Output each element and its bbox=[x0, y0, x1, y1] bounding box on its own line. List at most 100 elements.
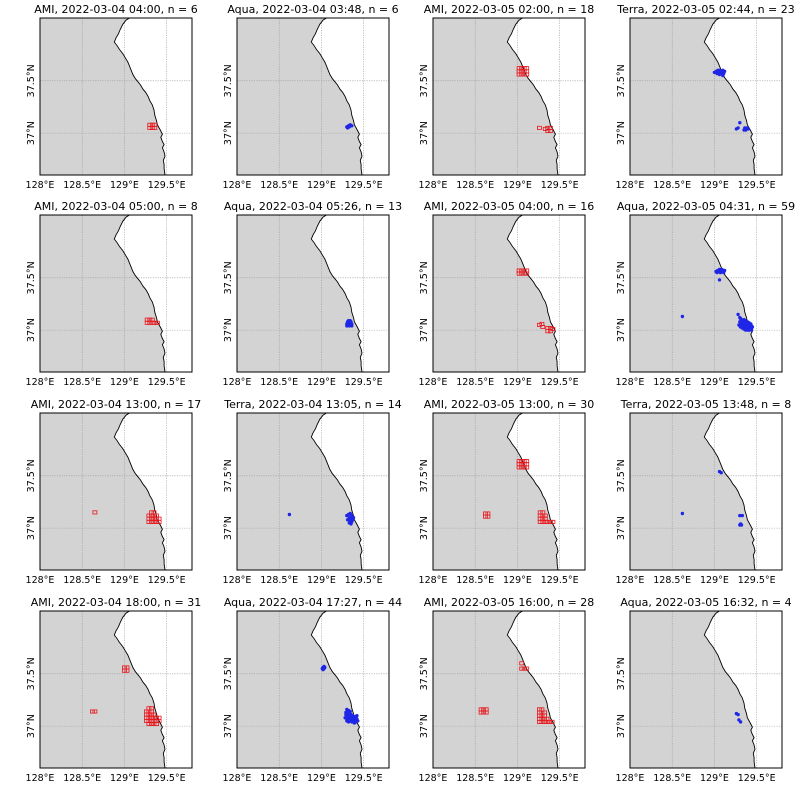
ami-fire-pixel bbox=[92, 510, 98, 515]
y-tick-label: 37.5°N bbox=[616, 459, 627, 492]
coastline bbox=[703, 413, 756, 570]
map-panel: Aqua, 2022-03-04 17:27, n = 44 128°E 128.5… bbox=[223, 596, 403, 784]
ami-fire-pixel bbox=[154, 519, 159, 524]
y-tick-label: 37.5°N bbox=[616, 64, 627, 97]
y-tick-label: 37°N bbox=[26, 516, 37, 540]
y-tick-label: 37°N bbox=[223, 516, 234, 540]
ami-fire-pixel bbox=[540, 324, 546, 329]
ami-fire-pixel bbox=[149, 706, 154, 711]
ami-fire-pixel bbox=[548, 519, 553, 524]
ami-fire-pixel bbox=[548, 329, 553, 334]
panel-frame bbox=[432, 214, 586, 373]
ami-fire-pixel bbox=[519, 72, 525, 77]
ami-fire-pixel bbox=[537, 322, 542, 327]
x-tick-label: 129.5°E bbox=[738, 773, 776, 784]
panel-frame bbox=[432, 412, 586, 571]
panel-frame bbox=[629, 214, 783, 373]
ami-fire-pixel bbox=[154, 320, 160, 325]
modis-fire-point bbox=[351, 518, 355, 522]
modis-fire-point bbox=[322, 666, 326, 671]
ami-fire-pixel bbox=[521, 666, 527, 671]
ami-fire-pixel bbox=[537, 125, 542, 130]
x-tick-label: 129°E bbox=[503, 575, 532, 586]
x-tick-label: 129.5°E bbox=[148, 773, 186, 784]
ami-fire-pixel bbox=[516, 72, 522, 77]
panel-frame bbox=[236, 412, 390, 571]
map-panel: Terra, 2022-03-05 13:48, n = 8 128°E 128.5… bbox=[616, 398, 792, 586]
ami-fire-pixel bbox=[524, 72, 530, 77]
ami-fire-pixel bbox=[516, 465, 522, 470]
x-tick-label: 128°E bbox=[223, 377, 252, 388]
modis-fire-point bbox=[738, 720, 743, 724]
land-area bbox=[40, 413, 165, 570]
map-panel: Aqua, 2022-03-04 05:26, n = 13 128°E 128.5… bbox=[223, 200, 403, 388]
ami-fire-pixel bbox=[149, 125, 155, 130]
modis-fire-point bbox=[749, 328, 754, 332]
ami-fire-pixel bbox=[147, 125, 153, 130]
x-tick-label: 128°E bbox=[419, 180, 448, 191]
x-tick-label: 128°E bbox=[223, 773, 252, 784]
x-tick-label: 128.5°E bbox=[456, 773, 494, 784]
modis-fire-point bbox=[738, 513, 742, 518]
y-tick-label: 37.5°N bbox=[26, 64, 37, 97]
x-tick-label: 128.5°E bbox=[260, 180, 298, 191]
ami-fire-pixel bbox=[146, 519, 152, 524]
panel-frame bbox=[432, 17, 586, 176]
ami-fire-pixel bbox=[151, 519, 157, 524]
x-tick-label: 128.5°E bbox=[653, 180, 691, 191]
ami-fire-pixel bbox=[544, 719, 550, 724]
land-area bbox=[433, 413, 558, 570]
y-tick-label: 37°N bbox=[419, 516, 430, 540]
x-tick-label: 129.5°E bbox=[148, 377, 186, 388]
x-tick-label: 128°E bbox=[616, 180, 645, 191]
x-tick-label: 129°E bbox=[700, 773, 729, 784]
y-tick-label: 37.5°N bbox=[223, 657, 234, 690]
map-panel: AMI, 2022-03-05 04:00, n = 16 128°E 128.5°… bbox=[419, 200, 595, 388]
x-tick-label: 128.5°E bbox=[63, 575, 101, 586]
y-tick-label: 37.5°N bbox=[26, 459, 37, 492]
x-tick-label: 128°E bbox=[26, 773, 55, 784]
y-tick-label: 37.5°N bbox=[419, 64, 430, 97]
panel-title: AMI, 2022-03-05 13:00, n = 30 bbox=[424, 398, 595, 411]
panel-title: AMI, 2022-03-05 04:00, n = 16 bbox=[424, 200, 595, 213]
modis-fire-point bbox=[749, 322, 753, 326]
ami-fire-pixel bbox=[550, 327, 556, 332]
panel-frame bbox=[629, 610, 783, 769]
x-tick-label: 128.5°E bbox=[63, 377, 101, 388]
x-tick-label: 128.5°E bbox=[63, 773, 101, 784]
x-tick-label: 129°E bbox=[307, 575, 336, 586]
ami-fire-pixel bbox=[547, 719, 552, 724]
modis-fire-point bbox=[350, 324, 354, 328]
modis-fire-point bbox=[746, 127, 750, 131]
map-panel: Aqua, 2022-03-05 16:32, n = 4 128°E 128.5°… bbox=[616, 596, 792, 784]
panel-title: AMI, 2022-03-04 18:00, n = 31 bbox=[31, 596, 202, 609]
map-panel: Aqua, 2022-03-05 04:31, n = 59 128°E 128.5… bbox=[616, 200, 796, 388]
x-tick-label: 129.5°E bbox=[541, 575, 579, 586]
y-tick-label: 37°N bbox=[419, 121, 430, 145]
y-tick-label: 37.5°N bbox=[419, 657, 430, 690]
x-tick-label: 129.5°E bbox=[541, 773, 579, 784]
ami-fire-pixel bbox=[151, 722, 157, 727]
panel-title: Aqua, 2022-03-05 04:31, n = 59 bbox=[617, 200, 795, 213]
x-tick-label: 128°E bbox=[616, 377, 645, 388]
x-tick-label: 128.5°E bbox=[456, 180, 494, 191]
ami-fire-pixel bbox=[156, 718, 162, 723]
panel-frame bbox=[236, 17, 390, 176]
x-tick-label: 129°E bbox=[700, 575, 729, 586]
modis-fire-point bbox=[718, 270, 723, 275]
modis-fire-point bbox=[712, 70, 717, 75]
coastline bbox=[310, 413, 363, 570]
ami-fire-pixel bbox=[540, 519, 546, 524]
panel-title: AMI, 2022-03-05 16:00, n = 28 bbox=[424, 596, 595, 609]
land-area bbox=[433, 215, 558, 372]
coastline bbox=[506, 413, 559, 570]
land-area bbox=[40, 215, 165, 372]
y-tick-label: 37.5°N bbox=[616, 657, 627, 690]
ami-fire-pixel bbox=[483, 710, 489, 715]
modis-fire-point bbox=[347, 324, 351, 328]
x-tick-label: 128.5°E bbox=[260, 773, 298, 784]
x-tick-label: 129.5°E bbox=[345, 180, 383, 191]
map-panel: AMI, 2022-03-05 13:00, n = 30 128°E 128.5°… bbox=[419, 398, 595, 586]
modis-fire-point bbox=[738, 121, 742, 125]
ami-fire-pixel bbox=[519, 465, 525, 470]
